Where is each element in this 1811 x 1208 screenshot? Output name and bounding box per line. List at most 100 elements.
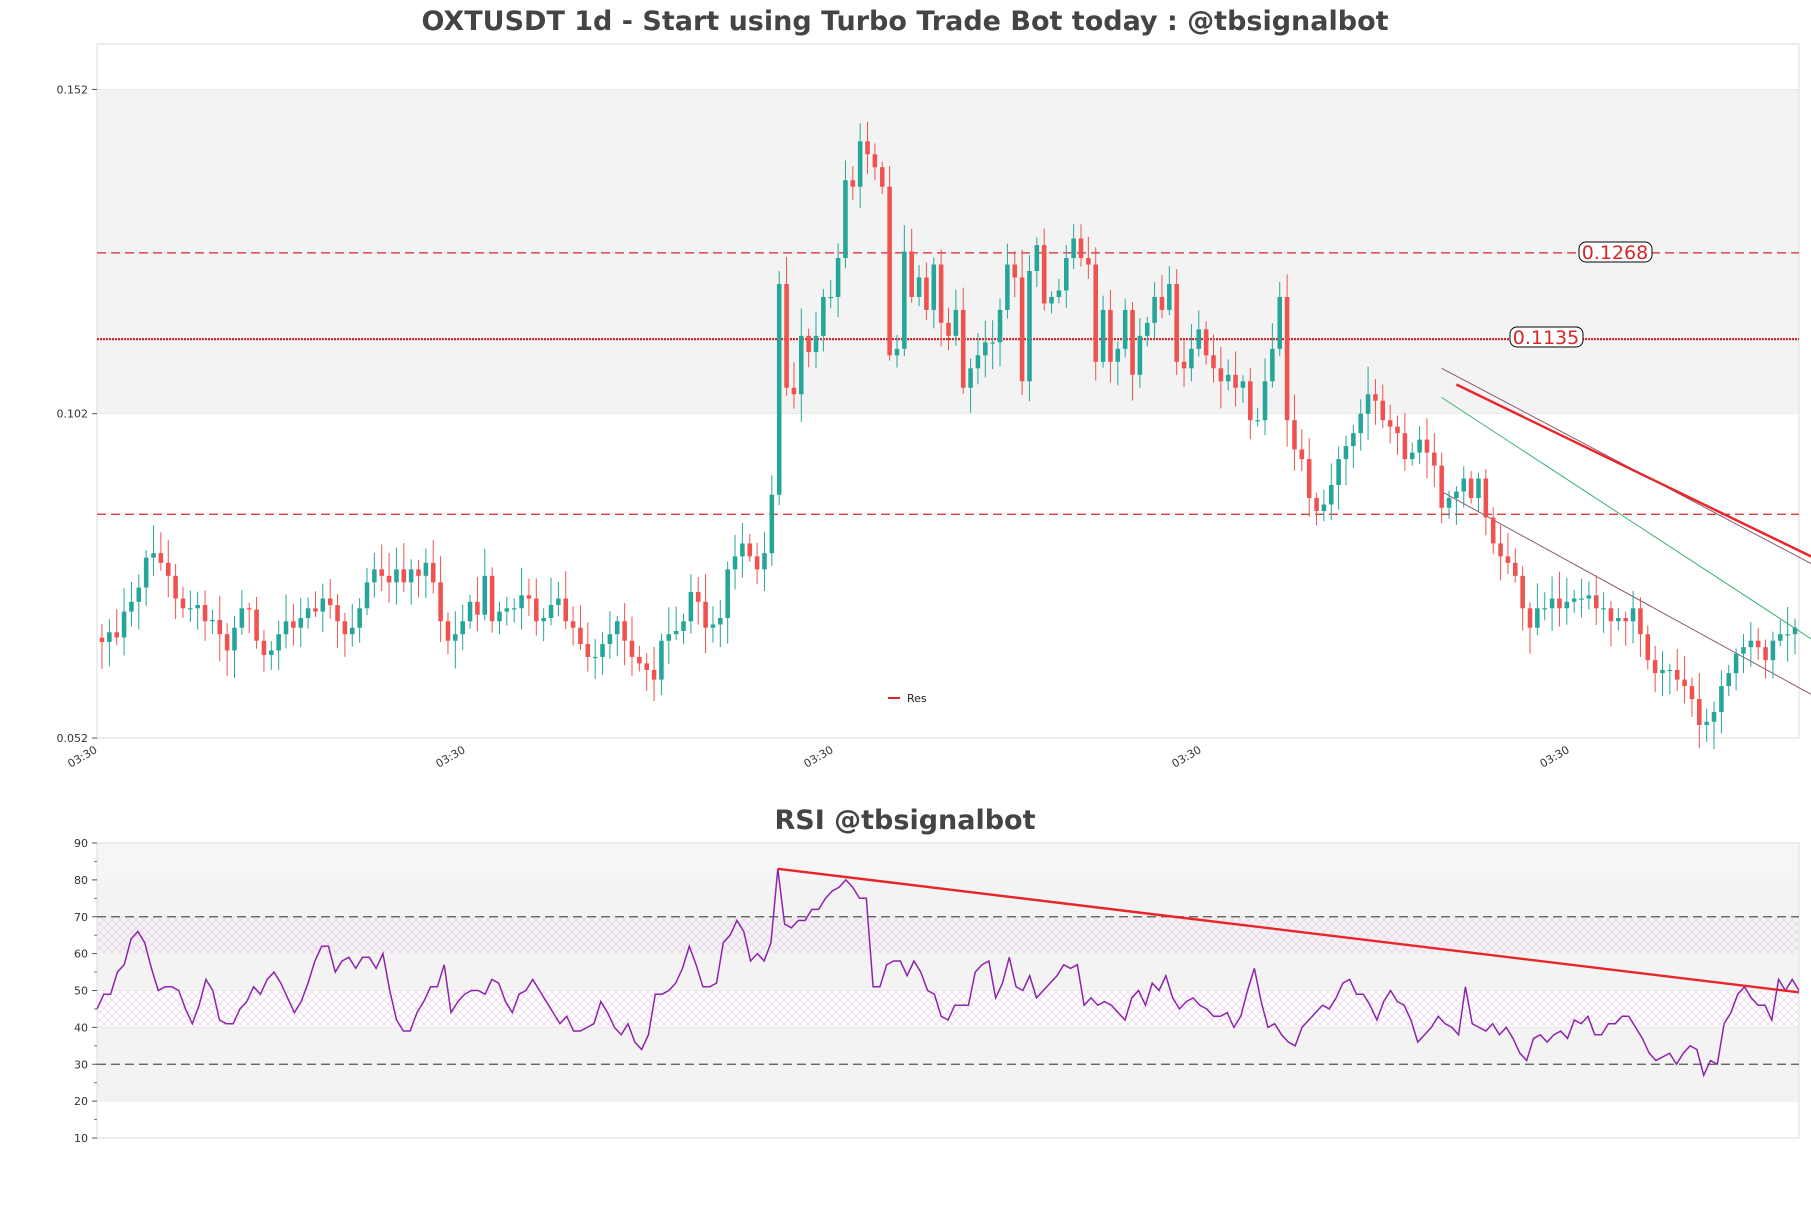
- candle-body-132: [1071, 238, 1076, 259]
- rsi-ytick-label-0: 90: [74, 837, 88, 850]
- candle-body-26: [291, 621, 296, 628]
- rsi-ytick-label-7: 20: [74, 1095, 88, 1108]
- candle-body-96: [806, 335, 811, 353]
- candle-body-204: [1601, 608, 1606, 610]
- candle-body-40: [394, 569, 399, 583]
- candle-body-78: [673, 630, 679, 635]
- candle-body-60: [541, 618, 546, 622]
- candle-body-111: [916, 277, 922, 297]
- rsi-chart-title: RSI @tbsignalbot: [774, 805, 1035, 836]
- candle-body-208: [1630, 608, 1636, 622]
- candle-body-121: [990, 342, 995, 344]
- candle-body-166: [1321, 504, 1327, 511]
- candle-body-18: [232, 627, 237, 651]
- candle-body-91: [769, 494, 775, 554]
- candle-body-128: [1041, 245, 1047, 304]
- rsi-band-top: [97, 843, 1799, 880]
- candle-body-202: [1586, 595, 1592, 599]
- candle-body-199: [1564, 601, 1570, 609]
- main-ytick-label-1: 0.102: [57, 408, 89, 421]
- candle-body-10: [173, 575, 178, 599]
- candle-body-192: [1513, 562, 1518, 576]
- candle-body-131: [1063, 258, 1069, 291]
- candle-body-209: [1638, 608, 1643, 635]
- candle-body-213: [1667, 669, 1673, 672]
- candle-body-99: [828, 296, 834, 299]
- candle-body-33: [342, 621, 348, 635]
- candle-body-71: [622, 621, 627, 641]
- candle-body-56: [511, 608, 517, 610]
- candle-body-205: [1608, 608, 1614, 622]
- candle-body-87: [740, 543, 745, 557]
- candle-body-30: [320, 598, 326, 612]
- rsi-ytick-label-6: 30: [74, 1058, 88, 1071]
- candle-body-183: [1446, 498, 1452, 508]
- candle-body-100: [835, 258, 841, 297]
- rsi-line-path: [96, 868, 1800, 1078]
- candle-body-98: [821, 296, 826, 336]
- candle-body-34: [349, 627, 355, 635]
- candle-body-229: [1785, 634, 1790, 636]
- candle-body-139: [1122, 309, 1128, 349]
- candle-body-67: [592, 656, 598, 659]
- rsi-ytick-label-4: 50: [74, 985, 88, 998]
- candle-body-81: [695, 592, 701, 602]
- candle-body-85: [725, 569, 730, 619]
- rsi-levels: [97, 916, 1799, 1065]
- candle-body-108: [894, 348, 900, 356]
- candle-body-133: [1078, 238, 1084, 259]
- candle-body-54: [497, 611, 502, 622]
- candle-body-194: [1527, 608, 1533, 628]
- candle-body-31: [327, 598, 333, 606]
- candle-body-37: [372, 569, 377, 583]
- candle-body-58: [526, 595, 532, 599]
- candle-body-219: [1711, 712, 1717, 722]
- candle-body-186: [1468, 478, 1474, 499]
- candle-body-159: [1270, 348, 1275, 382]
- candle-body-101: [843, 180, 848, 259]
- candle-body-223: [1741, 647, 1746, 654]
- candle-body-21: [254, 609, 259, 641]
- rsi-y-axis: 90 80 70 60 50 40 30 20 10: [74, 837, 97, 1145]
- candle-body-169: [1343, 446, 1349, 460]
- candle-body-160: [1277, 296, 1283, 349]
- candle-body-154: [1233, 374, 1238, 388]
- candle-body-122: [997, 309, 1003, 343]
- main-plot-frame: [96, 43, 1800, 739]
- candle-body-191: [1505, 556, 1511, 563]
- candle-body-124: [1012, 264, 1018, 278]
- candle-body-77: [666, 634, 672, 641]
- candle-body-5: [136, 587, 142, 602]
- candle-body-152: [1218, 368, 1224, 382]
- candle-body-178: [1409, 452, 1415, 460]
- candle-body-130: [1056, 290, 1062, 297]
- candle-body-41: [401, 569, 407, 583]
- candle-body-11: [180, 598, 186, 609]
- rsi-ytick-label-1: 80: [74, 874, 88, 887]
- candle-body-151: [1211, 355, 1216, 369]
- candle-body-207: [1623, 618, 1628, 622]
- candle-body-216: [1689, 686, 1695, 700]
- candle-body-163: [1299, 449, 1305, 460]
- candle-body-129: [1049, 296, 1054, 304]
- candle-body-107: [887, 186, 892, 356]
- candle-body-211: [1652, 660, 1658, 674]
- candle-body-97: [813, 335, 819, 353]
- candle-body-176: [1395, 426, 1400, 434]
- candlestick-series: [99, 121, 1798, 750]
- candle-body-161: [1284, 296, 1290, 421]
- candle-body-84: [718, 618, 723, 625]
- candle-body-76: [659, 640, 664, 680]
- candle-body-203: [1593, 595, 1599, 609]
- candle-body-61: [548, 605, 554, 619]
- candle-body-118: [968, 368, 973, 388]
- candle-body-113: [931, 264, 937, 310]
- rsi-shaded-bands: [96, 843, 1800, 1102]
- candle-body-195: [1535, 608, 1540, 628]
- candle-body-149: [1196, 329, 1202, 349]
- candle-body-72: [629, 640, 635, 657]
- main-xtick-label-0: 03:30: [66, 743, 100, 770]
- candle-body-104: [865, 141, 870, 155]
- channel-mid-line: [1441, 397, 1811, 640]
- candle-body-46: [438, 582, 443, 622]
